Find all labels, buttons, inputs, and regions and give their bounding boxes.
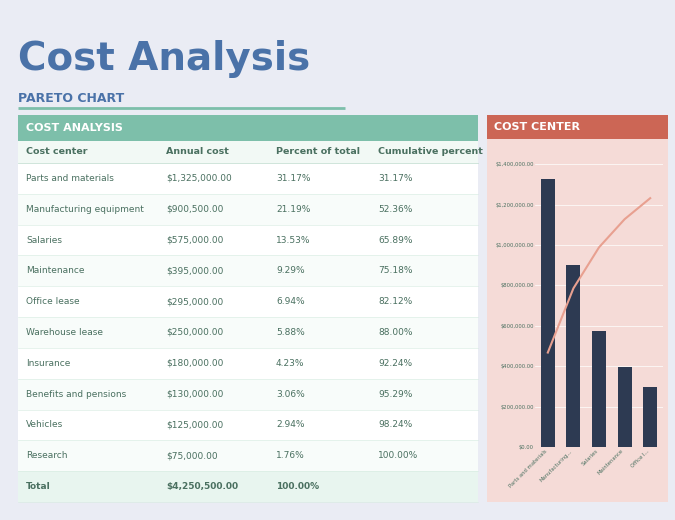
Text: 52.36%: 52.36% <box>378 205 412 214</box>
Text: Insurance: Insurance <box>26 359 70 368</box>
Text: $295,000.00: $295,000.00 <box>166 297 223 306</box>
Text: $395,000.00: $395,000.00 <box>166 266 223 276</box>
Text: Benefits and pensions: Benefits and pensions <box>26 389 126 399</box>
Text: $75,000.00: $75,000.00 <box>166 451 217 460</box>
FancyBboxPatch shape <box>18 141 478 163</box>
Text: PARETO CHART: PARETO CHART <box>18 92 124 105</box>
Bar <box>541 179 555 447</box>
Text: Cumulative percent: Cumulative percent <box>378 148 483 157</box>
Bar <box>592 331 606 447</box>
FancyBboxPatch shape <box>18 255 478 287</box>
Text: 88.00%: 88.00% <box>378 328 412 337</box>
Text: Salaries: Salaries <box>26 236 62 244</box>
Text: Cost center: Cost center <box>26 148 88 157</box>
FancyBboxPatch shape <box>18 440 478 471</box>
FancyBboxPatch shape <box>487 115 668 139</box>
Text: Vehicles: Vehicles <box>26 421 63 430</box>
FancyBboxPatch shape <box>18 348 478 379</box>
Text: 92.24%: 92.24% <box>378 359 412 368</box>
Text: $125,000.00: $125,000.00 <box>166 421 223 430</box>
Text: 98.24%: 98.24% <box>378 421 412 430</box>
Text: COST CENTER: COST CENTER <box>494 122 580 132</box>
FancyBboxPatch shape <box>18 194 478 225</box>
Text: Warehouse lease: Warehouse lease <box>26 328 103 337</box>
FancyBboxPatch shape <box>18 317 478 348</box>
Text: $4,250,500.00: $4,250,500.00 <box>166 482 238 491</box>
Text: 21.19%: 21.19% <box>276 205 310 214</box>
FancyBboxPatch shape <box>18 225 478 255</box>
Text: 65.89%: 65.89% <box>378 236 412 244</box>
FancyBboxPatch shape <box>18 471 478 502</box>
Text: 100.00%: 100.00% <box>276 482 319 491</box>
Text: $575,000.00: $575,000.00 <box>166 236 223 244</box>
Text: 100.00%: 100.00% <box>378 451 418 460</box>
Text: $180,000.00: $180,000.00 <box>166 359 223 368</box>
Text: 9.29%: 9.29% <box>276 266 304 276</box>
Text: $1,325,000.00: $1,325,000.00 <box>166 174 232 183</box>
Bar <box>643 387 657 447</box>
Text: 4.23%: 4.23% <box>276 359 304 368</box>
Text: 3.06%: 3.06% <box>276 389 304 399</box>
Text: Parts and materials: Parts and materials <box>26 174 114 183</box>
Text: $130,000.00: $130,000.00 <box>166 389 223 399</box>
FancyBboxPatch shape <box>18 115 478 502</box>
FancyBboxPatch shape <box>18 163 478 194</box>
Text: Research: Research <box>26 451 68 460</box>
Text: Cost Analysis: Cost Analysis <box>18 40 310 78</box>
Text: 31.17%: 31.17% <box>378 174 412 183</box>
Text: Manufacturing equipment: Manufacturing equipment <box>26 205 144 214</box>
Text: 5.88%: 5.88% <box>276 328 304 337</box>
Text: 1.76%: 1.76% <box>276 451 304 460</box>
Text: Annual cost: Annual cost <box>166 148 229 157</box>
Text: COST ANALYSIS: COST ANALYSIS <box>26 123 123 133</box>
FancyBboxPatch shape <box>18 410 478 440</box>
Text: 31.17%: 31.17% <box>276 174 310 183</box>
FancyBboxPatch shape <box>18 287 478 317</box>
Bar <box>618 367 632 447</box>
Text: Total: Total <box>26 482 51 491</box>
Text: 2.94%: 2.94% <box>276 421 304 430</box>
FancyBboxPatch shape <box>18 115 478 141</box>
Text: $250,000.00: $250,000.00 <box>166 328 223 337</box>
Text: Percent of total: Percent of total <box>276 148 360 157</box>
Text: Office lease: Office lease <box>26 297 80 306</box>
FancyBboxPatch shape <box>18 379 478 410</box>
Text: 95.29%: 95.29% <box>378 389 412 399</box>
FancyBboxPatch shape <box>487 115 668 502</box>
Text: 13.53%: 13.53% <box>276 236 310 244</box>
Text: 82.12%: 82.12% <box>378 297 412 306</box>
Text: 75.18%: 75.18% <box>378 266 412 276</box>
Text: $900,500.00: $900,500.00 <box>166 205 223 214</box>
Text: 6.94%: 6.94% <box>276 297 304 306</box>
Bar <box>566 265 580 447</box>
Text: Maintenance: Maintenance <box>26 266 84 276</box>
